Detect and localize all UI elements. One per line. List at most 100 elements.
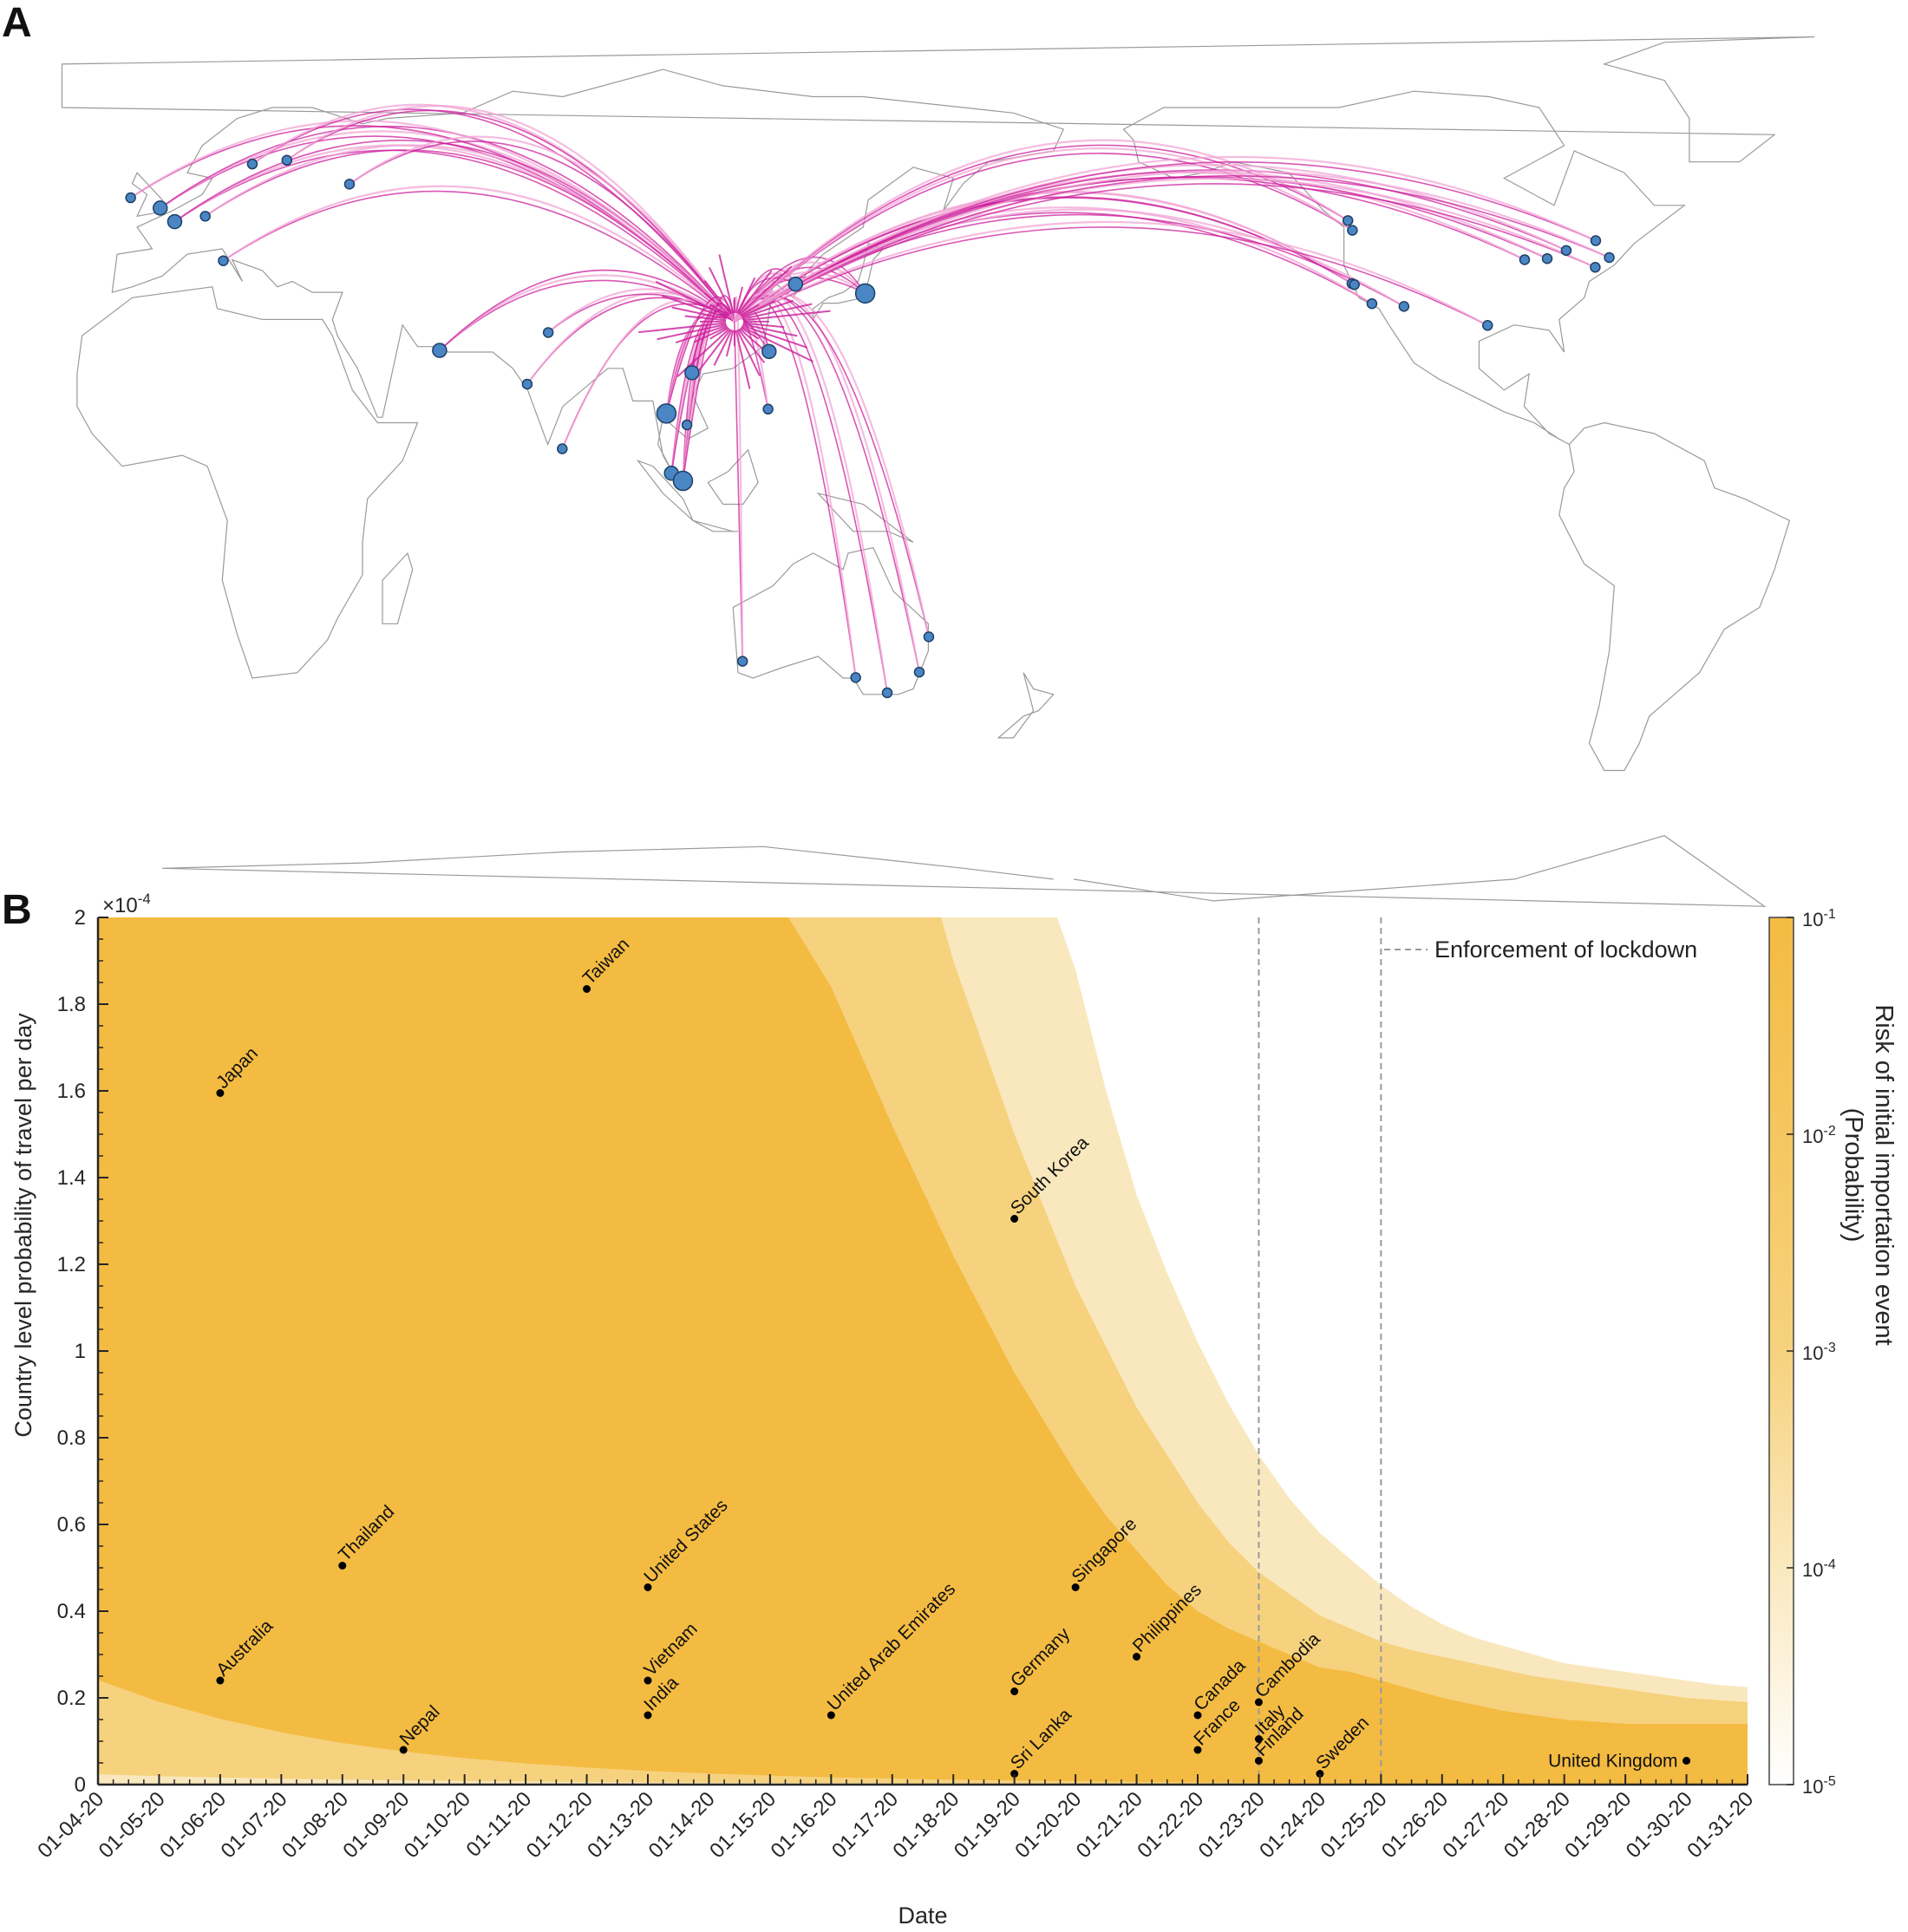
y-tick-label: 1 (75, 1340, 86, 1363)
x-tick-label: 01-28-20 (1500, 1787, 1575, 1863)
x-tick-label: 01-14-20 (644, 1787, 720, 1863)
airport-marker (218, 255, 229, 266)
route-line (222, 185, 735, 323)
x-tick-label: 01-15-20 (705, 1787, 781, 1863)
domestic-route-line (735, 286, 743, 314)
route-line (734, 191, 1356, 323)
domestic-route-line (725, 330, 735, 357)
route-line (439, 269, 735, 351)
domestic-route-line (709, 327, 729, 340)
airport-marker (542, 327, 554, 338)
airport-marker (1482, 320, 1493, 331)
x-tick-label: 01-30-20 (1622, 1787, 1697, 1863)
route-line (205, 144, 735, 323)
colorbar-tick-label: 10-1 (1802, 907, 1836, 930)
airport-marker (125, 192, 136, 204)
colorbar-title-line1: Risk of initial importation event (1870, 1004, 1898, 1345)
y-axis-title: Country level probability of travel per … (10, 1013, 36, 1438)
airport-marker (736, 656, 748, 667)
data-point (1193, 1746, 1202, 1754)
landmass-outline (636, 460, 694, 521)
airport-marker (850, 672, 861, 683)
airport-marker (152, 200, 168, 216)
landmass-outline (61, 36, 1815, 163)
route-line (734, 294, 888, 694)
airport-marker (1366, 297, 1378, 310)
domestic-route-line (739, 328, 765, 351)
airport-marker (1590, 261, 1601, 273)
route-line (130, 125, 735, 323)
x-tick-label: 01-23-20 (1194, 1787, 1270, 1863)
route-line (349, 140, 735, 323)
colorbar: 10-1 10-2 10-3 10-4 10-5 (1768, 907, 1836, 1798)
x-tick-label: 01-10-20 (400, 1787, 475, 1863)
domestic-route-line (684, 315, 727, 322)
landmass-outline (707, 448, 759, 506)
route-line (252, 108, 735, 323)
chart-legend: Enforcement of lockdown (1384, 937, 1697, 963)
data-point (1010, 1687, 1019, 1695)
x-tick-label: 01-05-20 (95, 1787, 170, 1863)
x-tick-label: 01-19-20 (950, 1787, 1025, 1863)
x-tick-label: 01-20-20 (1010, 1787, 1086, 1863)
x-tick-label: 01-25-20 (1317, 1787, 1392, 1863)
route-line (734, 226, 1488, 327)
world-route-map (61, 36, 1815, 907)
colorbar-tick-label: 10-2 (1802, 1124, 1836, 1147)
airport-marker (762, 403, 774, 415)
x-tick-label: 01-29-20 (1560, 1787, 1636, 1863)
airport-marker (246, 158, 258, 170)
airport-marker (761, 343, 777, 360)
destination-airports (125, 154, 1615, 699)
data-point (827, 1711, 835, 1720)
route-line (286, 104, 735, 323)
domestic-route-line (742, 324, 808, 349)
airport-marker (281, 154, 293, 166)
risk-bands (98, 917, 1748, 1785)
airport-marker (1519, 254, 1531, 265)
x-tick-label: 01-31-20 (1683, 1787, 1758, 1863)
colorbar-title: Risk of initial importation event (Proba… (1839, 1004, 1898, 1345)
x-tick-label: 01-09-20 (338, 1787, 414, 1863)
landmass-outline (76, 286, 419, 679)
domestic-route-line (709, 304, 729, 317)
y-tick-label: 0.6 (57, 1513, 86, 1537)
domestic-route-line (737, 270, 773, 315)
airport-marker (1590, 235, 1602, 246)
airport-marker (672, 470, 694, 492)
data-point (1254, 1757, 1263, 1765)
y-tick-label: 0 (75, 1773, 86, 1797)
landmass-outline (161, 835, 1767, 907)
route-line (286, 109, 735, 323)
flight-routes (130, 103, 1611, 694)
domestic-route-line (742, 310, 831, 322)
y-tick-label: 1.8 (57, 993, 86, 1016)
domestic-route-line (742, 299, 794, 319)
airport-marker (343, 179, 356, 190)
domestic-route-line (742, 303, 813, 320)
airport-marker (881, 687, 893, 699)
airport-marker (913, 666, 925, 678)
route-line (734, 183, 1596, 323)
x-tick-label: 01-16-20 (767, 1787, 842, 1863)
domestic-route-line (718, 254, 735, 314)
data-point (1254, 1735, 1263, 1743)
domestic-route-line (693, 325, 729, 343)
x-tick-label: 01-18-20 (888, 1787, 964, 1863)
x-axis-title: Date (898, 1903, 947, 1929)
airport-marker (1349, 279, 1360, 290)
domestic-route-line (742, 322, 785, 329)
domestic-route-line (704, 292, 730, 316)
x-tick-label: 01-07-20 (217, 1787, 292, 1863)
airport-marker (684, 365, 700, 381)
route-line (223, 190, 735, 323)
domestic-route-line (736, 277, 756, 314)
point-label-united-kingdom: United Kingdom (1548, 1752, 1677, 1772)
airport-marker (854, 283, 876, 304)
y-tick-label: 0.8 (57, 1426, 86, 1450)
airport-marker (1541, 252, 1553, 264)
route-line (173, 144, 735, 323)
y-tick-label: 1.2 (57, 1253, 86, 1276)
airport-marker (432, 343, 448, 358)
